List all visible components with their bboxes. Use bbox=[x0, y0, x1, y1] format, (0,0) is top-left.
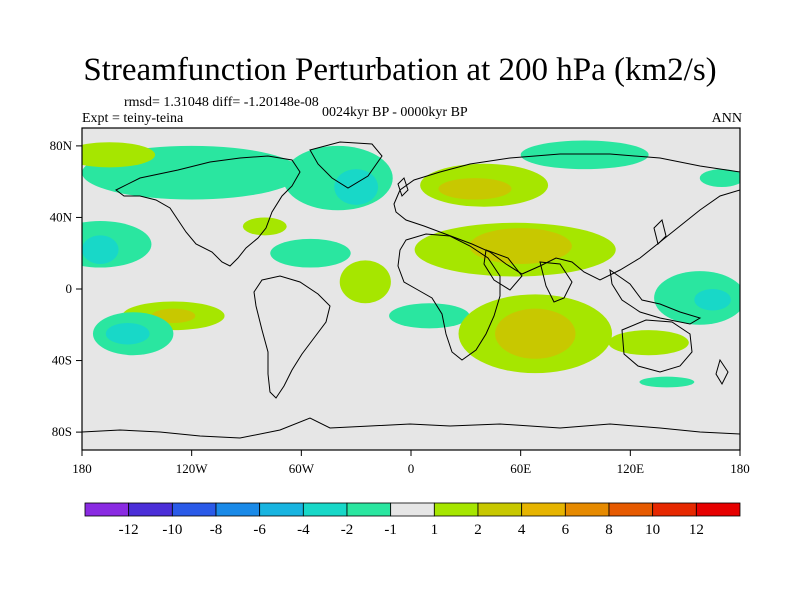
colorbar-swatch bbox=[128, 502, 173, 517]
anomaly-region-negative-17 bbox=[105, 322, 150, 345]
anomaly-region-positive-3 bbox=[82, 142, 156, 168]
anomaly-region-negative-18 bbox=[389, 303, 470, 329]
anomaly-region-negative-2 bbox=[334, 169, 379, 205]
rmsd-stats: rmsd= 1.31048 diff= -1.20148e-08 bbox=[124, 95, 319, 110]
season-label: ANN bbox=[711, 111, 742, 126]
colorbar-label: -12 bbox=[119, 522, 139, 538]
colorbar-swatch bbox=[433, 502, 479, 517]
colorbar-swatch bbox=[390, 502, 435, 517]
anomaly-region-negative-6 bbox=[520, 140, 649, 170]
lat-tick-label-80s: 80S bbox=[52, 424, 72, 439]
anomaly-region-negative-11 bbox=[270, 238, 351, 268]
anomaly-region-positive-12 bbox=[242, 217, 287, 236]
anomaly-region-negative-24 bbox=[639, 376, 695, 388]
colorbar-swatch bbox=[346, 502, 392, 517]
lon-tick-label-60w: 60W bbox=[289, 461, 315, 476]
colorbar-swatch bbox=[521, 502, 566, 517]
lon-tick-label-180: 180 bbox=[72, 461, 92, 476]
colorbar-label: 8 bbox=[605, 522, 613, 538]
colorbar-label: -2 bbox=[341, 522, 354, 538]
period-label: 0024kyr BP - 0000kyr BP bbox=[322, 105, 468, 120]
experiment-label: Expt = teiny-teina bbox=[82, 111, 184, 126]
colorbar-label: 10 bbox=[645, 522, 660, 538]
colorbar-label: -10 bbox=[162, 522, 182, 538]
colorbar-swatch bbox=[215, 502, 261, 517]
lon-tick-label-120w: 120W bbox=[176, 461, 209, 476]
colorbar-label: 6 bbox=[562, 522, 570, 538]
lon-tick-label-60e: 60E bbox=[510, 461, 531, 476]
lon-tick-label-0: 0 bbox=[408, 461, 415, 476]
colorbar-label: 12 bbox=[689, 522, 704, 538]
anomaly-region-positive-5 bbox=[438, 178, 512, 200]
colorbar: -12 -10 -8 -6 -4 -2 -1 1 2 4 6 8 10 12 bbox=[84, 502, 741, 538]
colorbar-swatch bbox=[84, 502, 130, 517]
colorbar-swatch bbox=[259, 502, 304, 517]
colorbar-label: -4 bbox=[297, 522, 310, 538]
anomaly-region-positive-8 bbox=[469, 228, 572, 264]
colorbar-label: 1 bbox=[431, 522, 439, 538]
axis-ticks: 180 120W 60W 0 60E 120E 180 80N 40N 0 40S 80S bbox=[50, 138, 750, 476]
colorbar-swatch bbox=[608, 502, 654, 517]
lat-tick-label-80n: 80N bbox=[50, 138, 73, 153]
lat-tick-label-40n: 40N bbox=[50, 209, 73, 224]
anomaly-region-positive-23 bbox=[608, 330, 689, 356]
colorbar-label: -6 bbox=[253, 522, 266, 538]
anomaly-region-positive-13 bbox=[339, 260, 391, 304]
lon-tick-label-180: 180 bbox=[730, 461, 750, 476]
plot-title: Streamfunction Perturbation at 200 hPa (… bbox=[83, 52, 717, 88]
anomaly-region-negative-10 bbox=[82, 235, 119, 264]
colorbar-swatch bbox=[652, 502, 697, 517]
colorbar-swatch bbox=[477, 502, 523, 517]
colorbar-swatch bbox=[564, 502, 610, 517]
colorbar-swatch bbox=[302, 502, 348, 517]
anomaly-regions bbox=[82, 140, 740, 388]
colorbar-label: 2 bbox=[474, 522, 482, 538]
lat-tick-label-40s: 40S bbox=[52, 353, 72, 368]
anomaly-region-negative-25 bbox=[699, 169, 740, 188]
anomaly-region-positive-20 bbox=[495, 308, 576, 359]
colorbar-label: 4 bbox=[518, 522, 526, 538]
colorbar-label: -1 bbox=[384, 522, 397, 538]
lat-tick-label-0: 0 bbox=[66, 281, 73, 296]
colorbar-swatch bbox=[171, 502, 217, 517]
anomaly-region-negative-22 bbox=[694, 289, 731, 311]
lon-tick-label-120e: 120E bbox=[617, 461, 645, 476]
colorbar-swatch bbox=[695, 502, 741, 517]
coastlines bbox=[82, 141, 740, 439]
colorbar-label: -8 bbox=[210, 522, 223, 538]
